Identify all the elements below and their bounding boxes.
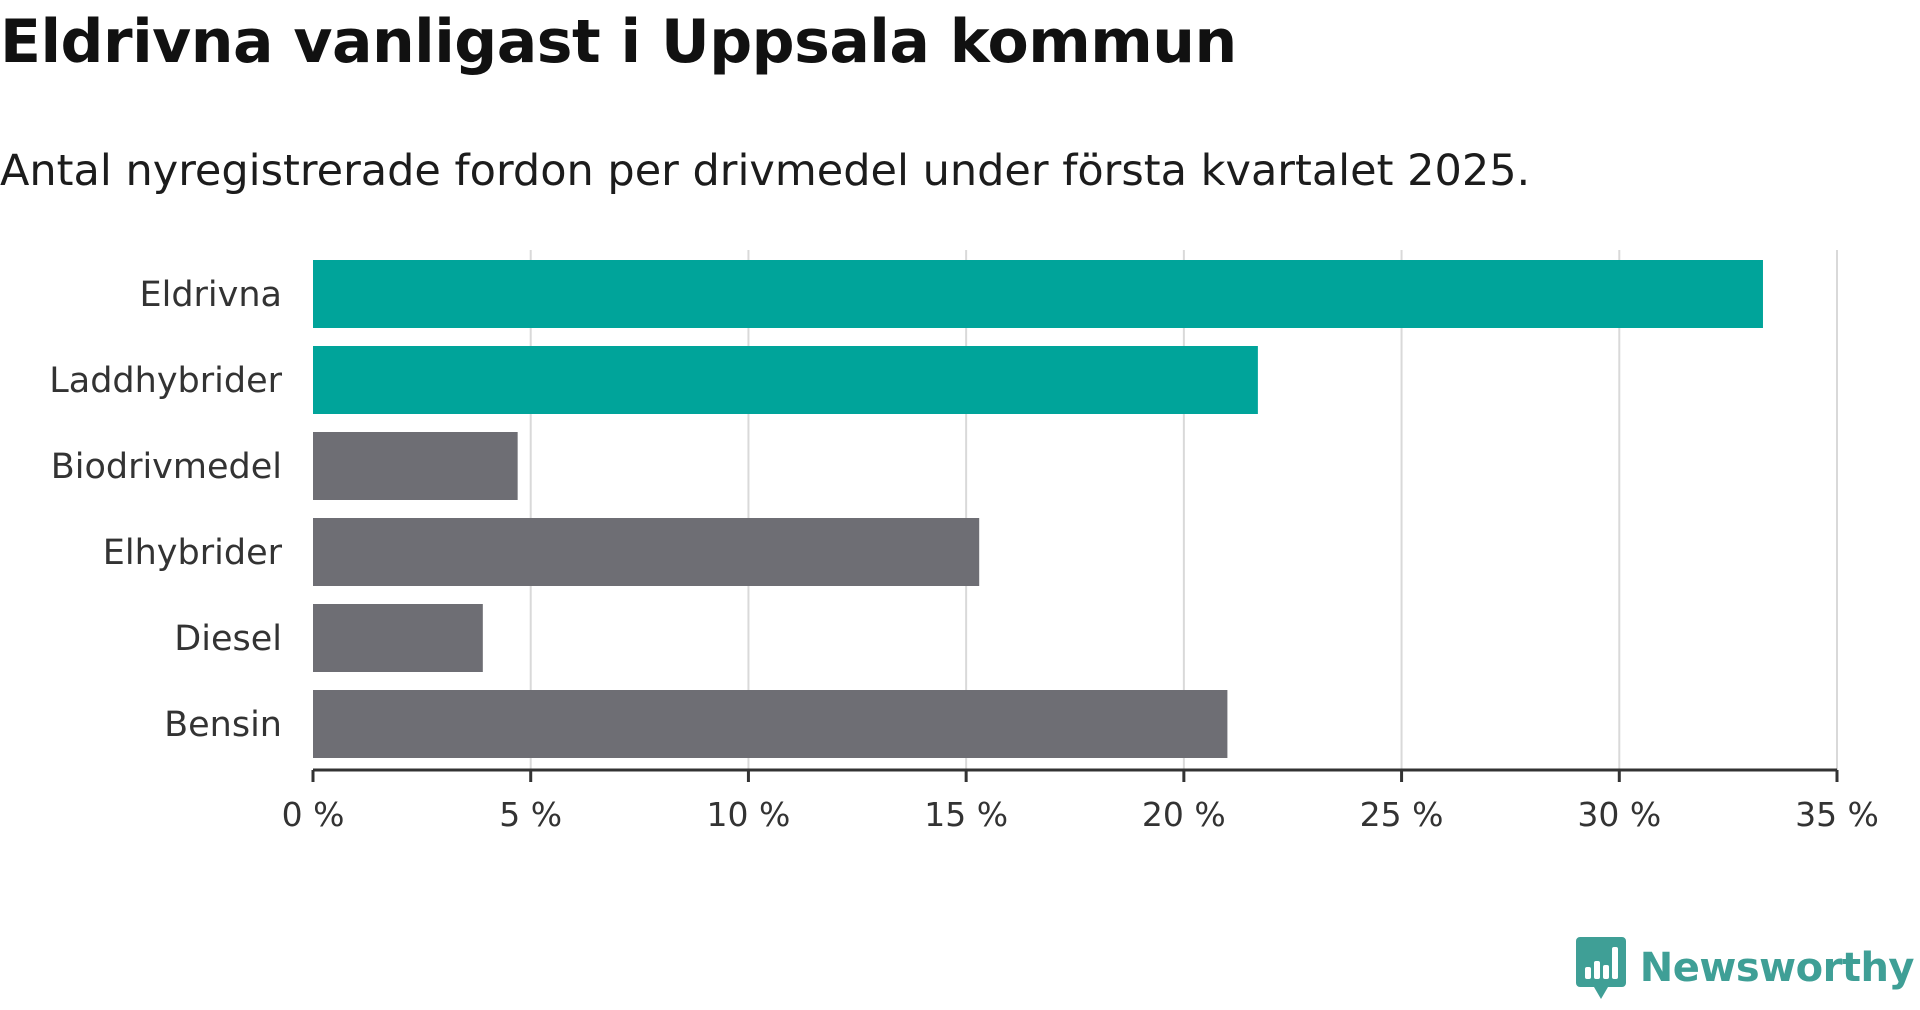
- bar-eldrivna: [313, 260, 1763, 328]
- bar-elhybrider: [313, 518, 980, 586]
- bar-bensin: [313, 690, 1228, 758]
- x-axis: 0 % 5 % 10 % 15 % 20 % 25 % 30 % 35 %: [282, 768, 1879, 834]
- category-label: Elhybrider: [103, 533, 283, 573]
- x-tick-label: 30 %: [1577, 795, 1661, 834]
- category-label: Laddhybrider: [49, 361, 282, 401]
- bar-laddhybrider: [313, 346, 1258, 414]
- bar-chart: Eldrivna Laddhybrider Biodrivmedel Elhybrid…: [49, 250, 1879, 834]
- category-label: Eldrivna: [139, 275, 282, 315]
- x-tick-label: 10 %: [707, 795, 791, 834]
- chart-title: Eldrivna vanligast i Uppsala kommun: [0, 7, 1237, 77]
- x-tick-label: 5 %: [499, 795, 562, 834]
- chart-subtitle: Antal nyregistrerade fordon per drivmede…: [0, 146, 1531, 196]
- category-label: Biodrivmedel: [51, 447, 282, 487]
- x-tick-label: 0 %: [282, 795, 345, 834]
- brand-name: Newsworthy: [1639, 945, 1915, 991]
- x-tick-label: 15 %: [924, 795, 1008, 834]
- newsworthy-logo-icon: [1575, 937, 1626, 999]
- x-tick-label: 20 %: [1142, 795, 1226, 834]
- x-tick-label: 25 %: [1360, 795, 1444, 834]
- bar-biodrivmedel: [313, 432, 518, 500]
- brand-footer: Newsworthy: [1575, 926, 1915, 1010]
- category-label: Bensin: [164, 705, 282, 745]
- x-tick-label: 35 %: [1795, 795, 1879, 834]
- bar-diesel: [313, 604, 483, 672]
- category-labels: Eldrivna Laddhybrider Biodrivmedel Elhybrid…: [49, 275, 282, 745]
- gridlines: [529, 250, 1838, 770]
- category-label: Diesel: [174, 619, 282, 659]
- bars: [313, 260, 1763, 758]
